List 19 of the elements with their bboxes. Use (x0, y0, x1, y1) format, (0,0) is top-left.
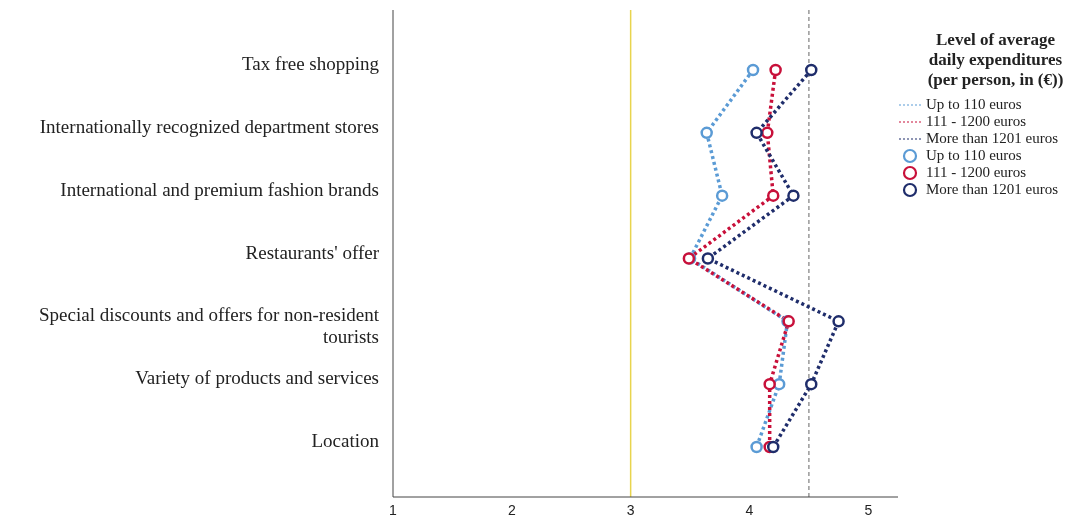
y-tick-label: Internationally recognized department stores (39, 115, 379, 137)
text: Up to 110 euros (926, 147, 1022, 163)
y-tick-label: Special discounts and offers for non-resident tourists (39, 304, 380, 348)
legend-label: 111 - 1200 euros (926, 113, 1027, 130)
y-tick-label: Location (311, 430, 380, 451)
legend-label: Up to 110 euros (926, 96, 1022, 113)
y-tick-label: International and premium fashion brands (60, 178, 379, 200)
legend-title: Level of average daily expenditures (per person, in (€)) (926, 30, 1065, 90)
y-tick-label: Restaurants' offer (245, 241, 380, 263)
text: 111 - 1200 euros (926, 164, 1027, 180)
y-tick-label: Tax free shopping (242, 53, 380, 74)
x-tick-label: 5 (864, 501, 873, 518)
x-tick-label: 1 (389, 501, 398, 518)
x-tick-label: 2 (507, 501, 516, 518)
y-tick-label: Variety of products and services (135, 367, 379, 389)
x-tick-label: 4 (745, 501, 754, 518)
legend-label: More than 1201 euros (926, 130, 1059, 147)
text: More than 1201 euros (926, 181, 1059, 197)
x-tick-label: 3 (626, 501, 635, 518)
